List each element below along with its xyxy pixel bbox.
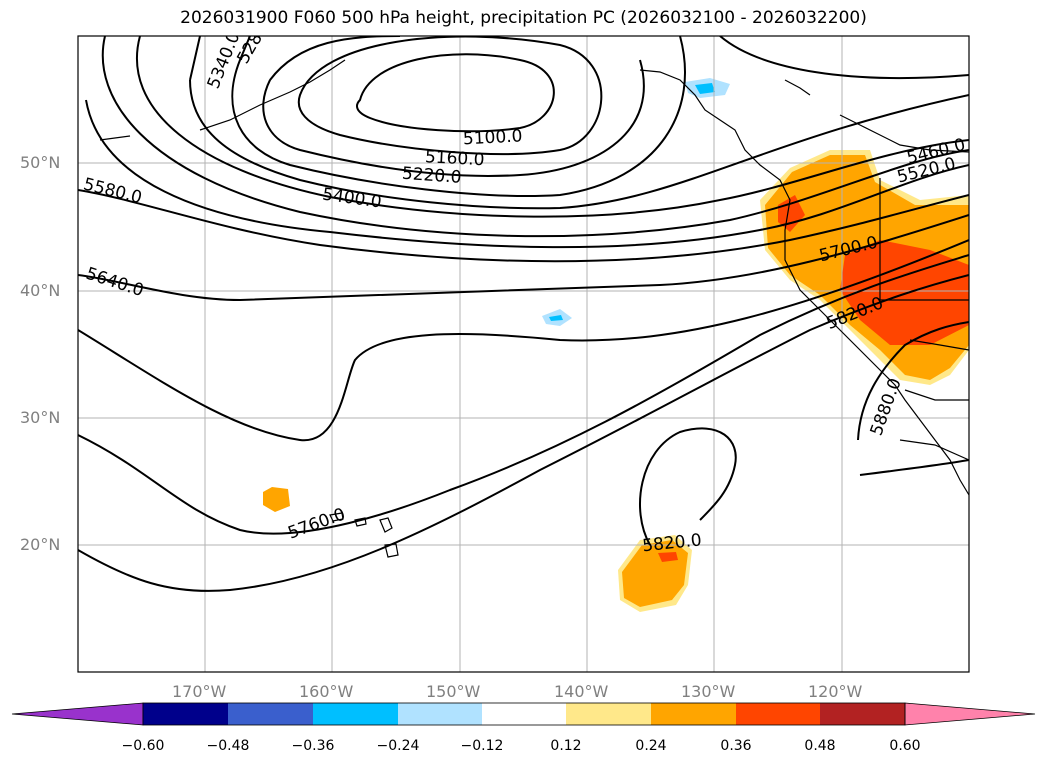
colorbar-tick: −0.36 (291, 738, 335, 754)
colorbar-outline (142, 702, 906, 726)
contour-5880-south (859, 459, 969, 476)
lat-label-20n: 20°N (20, 535, 61, 554)
contour-5580 (78, 189, 969, 263)
precip-hawaii-west (263, 487, 290, 512)
chart-title: 2026031900 F060 500 hPa height, precipit… (180, 8, 867, 28)
colorbar-tick: −0.60 (121, 738, 165, 754)
contour-5460 (101, 36, 969, 238)
contour-5340 (189, 36, 969, 210)
contour-5280 (231, 36, 686, 197)
contour-label: 5580.0 (81, 174, 144, 208)
colorbar-max-extend (904, 702, 1036, 726)
contour-label: 5640.0 (83, 264, 146, 301)
lon-label-120w: 120°W (808, 682, 863, 701)
colorbar (11, 702, 1036, 726)
precip-shading (263, 78, 969, 612)
graticule (78, 36, 969, 672)
lat-label-40n: 40°N (20, 281, 61, 300)
contour-label: 5100.0 (463, 126, 523, 149)
colorbar-bin (398, 703, 482, 725)
contour-5760 (78, 254, 969, 535)
colorbar-bin (482, 703, 566, 725)
lon-label-140w: 140°W (554, 682, 609, 701)
colorbar-tick: −0.24 (376, 738, 420, 754)
lon-label-160w: 160°W (299, 682, 354, 701)
precip-southwest-strong (840, 240, 969, 345)
colorbar-min-extend (11, 702, 144, 726)
contour-5400 (135, 36, 969, 218)
contour-5820-loop (639, 427, 737, 546)
contour-5100 (356, 53, 555, 133)
colorbar-bin (736, 703, 820, 725)
colorbar-tick: 0.48 (804, 738, 836, 754)
lon-label-150w: 150°W (426, 682, 481, 701)
contour-5880 (857, 321, 969, 441)
precip-central-neg-core (549, 315, 563, 321)
contour-label: 5760.0 (285, 504, 348, 543)
colorbar-bin (143, 703, 228, 725)
contour-5640 (78, 214, 969, 302)
lat-label-50n: 50°N (20, 153, 61, 172)
lon-label-130w: 130°W (681, 682, 736, 701)
precip-subtropic-core (658, 552, 678, 562)
map-frame (77, 35, 970, 673)
coastlines (99, 59, 969, 558)
colorbar-bin (228, 703, 313, 725)
colorbar-tick: −0.12 (460, 738, 504, 754)
colorbar-bin (313, 703, 398, 725)
colorbar-tick: −0.48 (206, 738, 250, 754)
lon-label-170w: 170°W (172, 682, 227, 701)
contour-5700 (78, 239, 969, 442)
contour-label: 5400.0 (321, 185, 383, 213)
precip-alaska-neg-core (695, 83, 715, 94)
contour-label: 5880.0 (867, 376, 906, 439)
contour-label: 5820.0 (641, 530, 702, 556)
lat-label-30n: 30°N (20, 408, 61, 427)
colorbar-bin (651, 703, 736, 725)
contour-5520 (85, 99, 969, 249)
colorbar-bin (820, 703, 905, 725)
colorbar-bin (566, 703, 651, 725)
contour-5160 (297, 36, 603, 156)
contour-5820-north (78, 274, 969, 592)
colorbar-tick: 0.36 (720, 738, 752, 754)
precip-oregon-spot (778, 195, 805, 232)
colorbar-tick: 0.24 (635, 738, 667, 754)
colorbar-tick: 0.12 (550, 738, 582, 754)
contour-label: 5160.0 (424, 147, 484, 170)
colorbar-tick: 0.60 (889, 738, 921, 754)
contour-label: 5220.0 (401, 164, 462, 188)
